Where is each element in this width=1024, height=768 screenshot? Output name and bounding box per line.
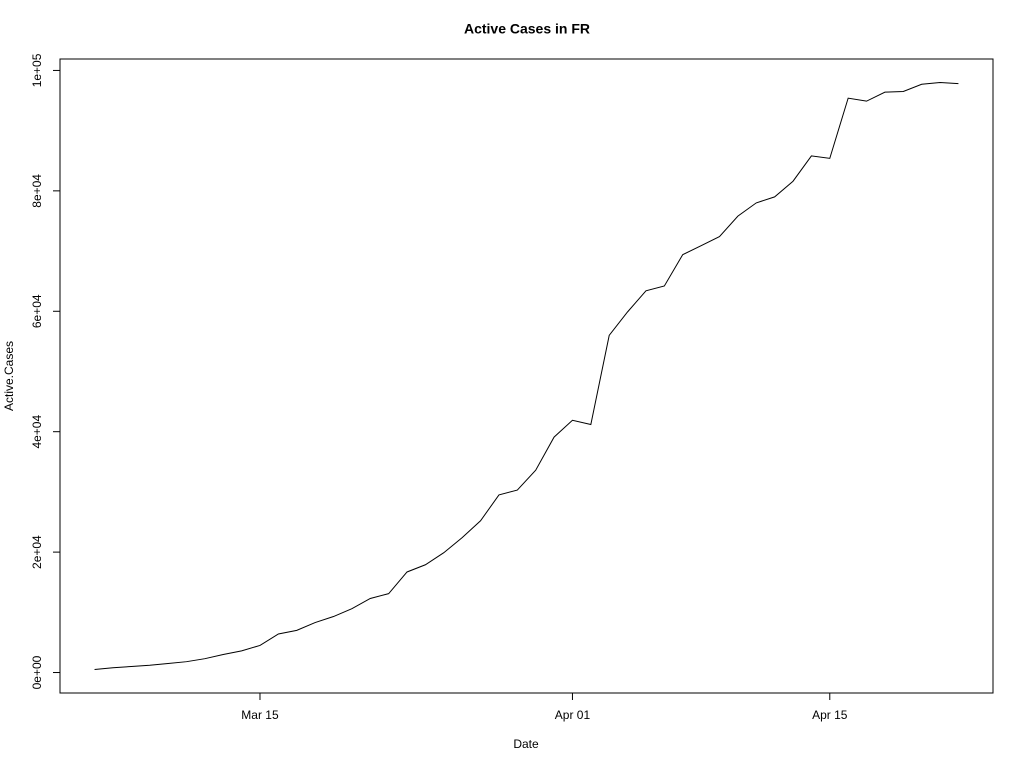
y-tick-label: 6e+04 [30, 294, 44, 328]
data-line [94, 81, 959, 671]
y-tick-label: 0e+00 [30, 655, 44, 689]
x-tick-label: Apr 01 [555, 708, 591, 722]
chart-title: Active Cases in FR [464, 21, 590, 37]
y-tick-label: 8e+04 [30, 174, 44, 208]
x-tick-label: Apr 15 [812, 708, 848, 722]
y-tick-label: 2e+04 [30, 535, 44, 569]
y-tick-label: 4e+04 [30, 415, 44, 449]
y-tick-label: 1e+05 [30, 53, 44, 87]
x-tick-label: Mar 15 [241, 708, 279, 722]
plot-frame [59, 58, 994, 694]
x-axis-label: Date [513, 737, 539, 751]
y-axis-label: Active.Cases [2, 341, 16, 411]
